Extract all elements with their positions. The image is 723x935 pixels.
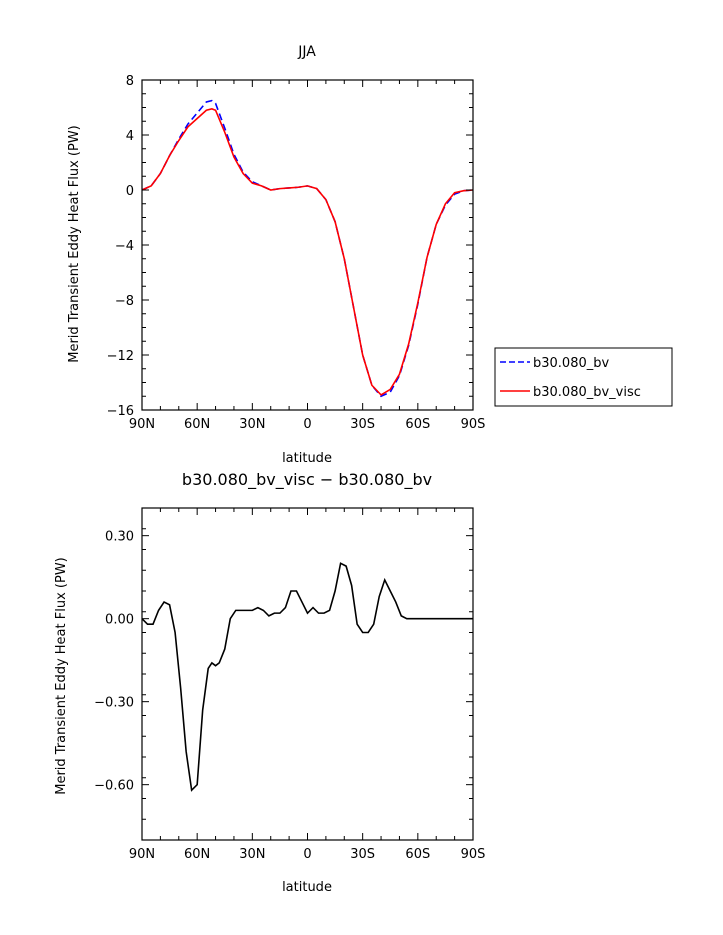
series-line-b30-080-bv	[141, 99, 474, 398]
y-tick-label: 0.30	[105, 530, 134, 545]
y-tick-label: 8	[126, 74, 134, 89]
x-tick-label: 60S	[405, 847, 430, 862]
plot-frame	[141, 79, 474, 411]
y-tick-label: 4	[126, 129, 134, 144]
x-tick-label: 60S	[405, 417, 430, 432]
top-chart-ylabel: Merid Transient Eddy Heat Flux (PW)	[67, 125, 82, 363]
x-tick-label: 30S	[350, 417, 375, 432]
x-tick-label: 0	[303, 847, 311, 862]
x-tick-label: 90N	[129, 417, 155, 432]
bottom-chart-xlabel: latitude	[282, 880, 332, 895]
top-chart-xlabel: latitude	[282, 451, 332, 466]
y-tick-label: 0.00	[105, 613, 134, 628]
top-chart-title: JJA	[297, 44, 316, 60]
x-tick-label: 90N	[129, 847, 155, 862]
bottom-chart-title: b30.080_bv_visc − b30.080_bv	[182, 470, 432, 490]
legend-box	[494, 347, 673, 407]
legend: b30.080_bv b30.080_bv_visc	[494, 347, 673, 407]
x-tick-label: 30S	[350, 847, 375, 862]
y-tick-label: −0.30	[94, 696, 134, 711]
x-tick-label: 30N	[239, 417, 265, 432]
x-tick-label: 60N	[184, 417, 210, 432]
y-tick-label: −4	[115, 239, 134, 254]
bottom-chart: b30.080_bv_visc − b30.080_bv Merid Trans…	[54, 470, 485, 895]
legend-label-b30-080-bv: b30.080_bv	[533, 356, 609, 371]
series-line-difference-1	[141, 562, 473, 792]
y-tick-label: −16	[107, 404, 134, 419]
bottom-chart-ylabel: Merid Transient Eddy Heat Flux (PW)	[54, 557, 69, 795]
y-tick-label: −12	[107, 349, 134, 364]
series-line-b30-080-bv-visc	[141, 108, 474, 396]
y-tick-label: −8	[115, 294, 134, 309]
x-tick-label: 0	[303, 417, 311, 432]
y-tick-label: −0.60	[94, 779, 134, 794]
x-tick-label: 30N	[239, 847, 265, 862]
y-tick-label: 0	[126, 184, 134, 199]
legend-label-b30-080-bv-visc: b30.080_bv_visc	[533, 385, 641, 400]
top-chart: JJA Merid Transient Eddy Heat Flux (PW) …	[67, 44, 673, 466]
x-tick-label: 90S	[461, 847, 486, 862]
x-tick-label: 90S	[461, 417, 486, 432]
x-tick-label: 60N	[184, 847, 210, 862]
